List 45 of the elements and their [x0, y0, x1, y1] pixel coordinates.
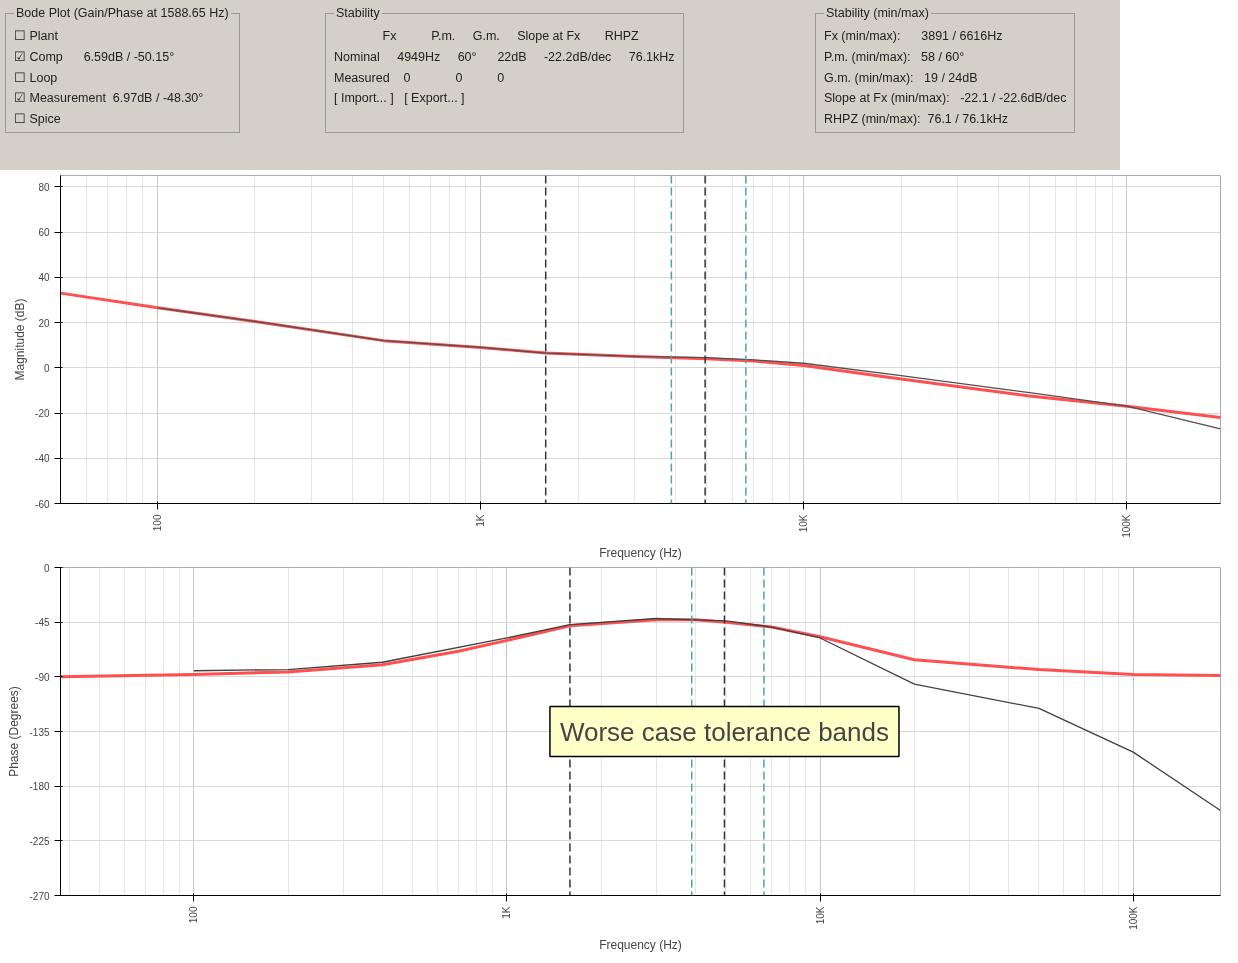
y-tick-label: 0 [43, 362, 50, 374]
text: ☑ Measurement 6.97dB / -48.30° [14, 90, 205, 108]
text: [ Import... ] [ Export... ] [334, 90, 466, 108]
y-axis-title: Magnitude (dB) [13, 298, 28, 381]
x-tick-label: 100 [152, 514, 164, 532]
text: ☐ Spice [14, 111, 62, 129]
y-tick-label: 20 [38, 317, 50, 329]
y-tick-label: -135 [29, 726, 50, 738]
y-tick-label: 40 [38, 272, 50, 284]
text: ☐ Plant [14, 27, 59, 45]
text: Stability [335, 5, 381, 22]
text: G.m. (min/max): 19 / 24dB [824, 69, 979, 87]
y-tick-label: -225 [29, 835, 50, 847]
y-tick-label: -90 [35, 671, 50, 683]
text: ☐ Loop [14, 69, 59, 87]
y-axis-title: Phase (Degrees) [7, 686, 22, 777]
annotation: Worse case tolerance bands [559, 716, 889, 747]
y-tick-label: -40 [35, 453, 50, 465]
x-tick-label: 100 [188, 906, 200, 924]
y-tick-label: -45 [35, 617, 50, 629]
y-tick-label: -20 [35, 408, 50, 420]
x-tick-label: 1K [475, 514, 487, 527]
x-axis-title: Frequency (Hz) [599, 937, 682, 952]
x-tick-label: 10K [798, 514, 810, 533]
text: Slope at Fx (min/max): -22.1 / -22.6dB/dec [824, 90, 1067, 108]
y-tick-label: -60 [35, 498, 50, 510]
y-tick-label: -270 [29, 890, 50, 902]
y-tick-label: 0 [43, 562, 50, 574]
y-tick-label: 60 [38, 227, 50, 239]
text: RHPZ (min/max): 76.1 / 76.1kHz [824, 111, 1010, 129]
text: Bode Plot (Gain/Phase at 1588.65 Hz) [15, 5, 230, 22]
x-tick-label: 100K [1127, 906, 1139, 930]
text: Nominal 4949Hz 60° 22dB -22.2dB/dec 76.1kHz [334, 48, 675, 66]
x-axis-title: Frequency (Hz) [599, 545, 682, 560]
x-tick-label: 10K [814, 906, 826, 925]
text: Fx P.m. G.m. Slope at Fx RHPZ [381, 27, 640, 45]
y-tick-label: -180 [29, 781, 50, 793]
x-tick-label: 100K [1121, 514, 1133, 538]
y-tick-label: 80 [38, 181, 50, 193]
text: Measured 0 0 0 [334, 69, 506, 87]
text: Fx (min/max): 3891 / 6616Hz [824, 27, 1004, 45]
x-tick-label: 1K [501, 906, 513, 919]
text: ☑ Comp 6.59dB / -50.15° [14, 48, 176, 66]
text: Stability (min/max) [825, 5, 930, 22]
text: P.m. (min/max): 58 / 60° [824, 48, 966, 66]
